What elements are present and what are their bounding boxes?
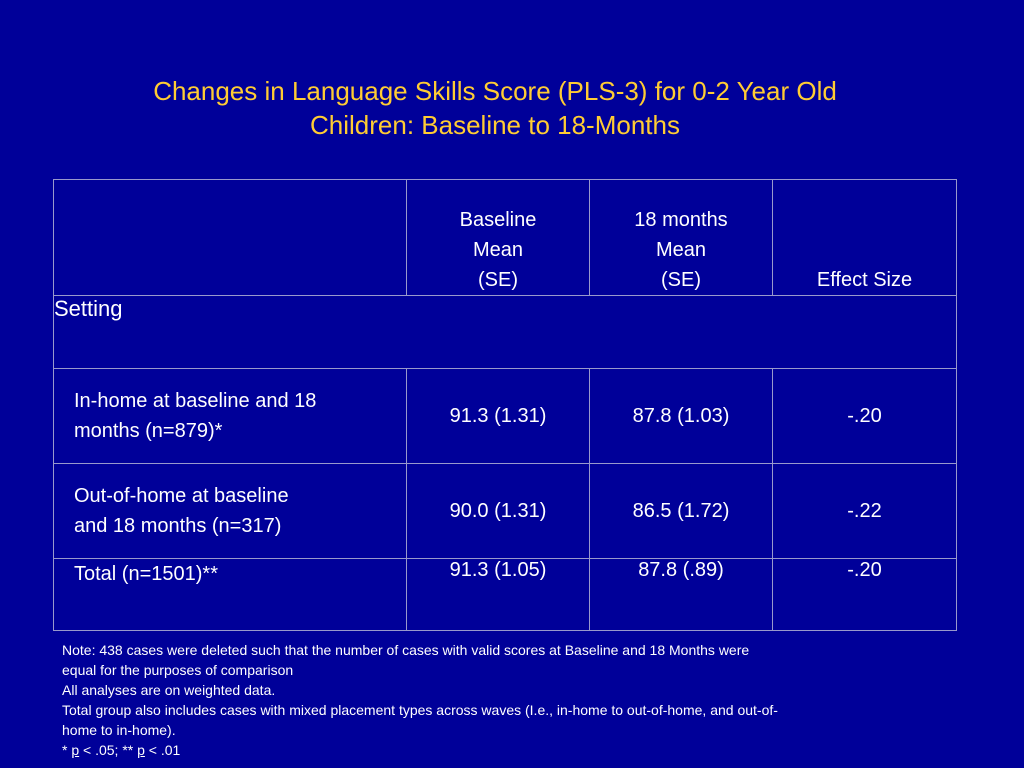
header-effect-size: Effect Size: [772, 179, 957, 296]
cell-effect-size: -.20: [772, 368, 957, 464]
note-line-1: Note: 438 cases were deleted such that t…: [62, 642, 750, 658]
header-effect-size-label: Effect Size: [816, 269, 913, 291]
table-header-row: Baseline Mean (SE) 18 months Mean (SE) E…: [53, 179, 957, 296]
table-row: Total (n=1501)** 91.3 (1.05) 87.8 (.89) …: [53, 558, 957, 631]
note-line-5: home to in-home).: [62, 722, 176, 738]
header-18-months-line-3: (SE): [661, 269, 701, 291]
results-table: Baseline Mean (SE) 18 months Mean (SE) E…: [53, 179, 957, 631]
table-row: In-home at baseline and 18 months (n=879…: [53, 368, 957, 464]
header-baseline-line-3: (SE): [478, 269, 518, 291]
slide-title-line-2: Children: Baseline to 18-Months: [310, 110, 680, 140]
note-line-3: All analyses are on weighted data.: [62, 682, 276, 698]
header-18-months-line-2: Mean: [655, 239, 707, 261]
header-18-months-line-1: 18 months: [634, 209, 728, 231]
cell-18-months: 87.8 (1.03): [589, 368, 773, 464]
row-label-line-1: Out-of-home at baseline: [74, 485, 289, 507]
slide-title: Changes in Language Skills Score (PLS-3)…: [60, 74, 930, 142]
sig-mid: < .05; **: [79, 742, 138, 758]
cell-18-months: 86.5 (1.72): [589, 463, 773, 559]
significance-note: * p < .05; ** p < .01: [62, 740, 952, 760]
header-empty-cell: [53, 179, 407, 296]
row-label-line-1: In-home at baseline and 18: [74, 390, 317, 412]
cell-effect-size: -.20: [772, 558, 957, 631]
table-row: Out-of-home at baseline and 18 months (n…: [53, 463, 957, 559]
header-baseline-line-1: Baseline: [459, 209, 537, 231]
cell-baseline: 90.0 (1.31): [406, 463, 590, 559]
cell-baseline: 91.3 (1.31): [406, 368, 590, 464]
sig-suffix: < .01: [144, 742, 181, 758]
cell-effect-size: -.22: [772, 463, 957, 559]
row-label-line-1: Total (n=1501)**: [74, 563, 218, 585]
footnotes: Note: 438 cases were deleted such that t…: [62, 640, 952, 760]
cell-18-months: 87.8 (.89): [589, 558, 773, 631]
section-label: Setting: [53, 295, 957, 369]
row-label-line-2: months (n=879)*: [74, 420, 223, 442]
sig-p-2: p: [137, 742, 145, 758]
header-baseline-line-2: Mean: [472, 239, 524, 261]
row-label: Out-of-home at baseline and 18 months (n…: [53, 463, 407, 559]
sig-prefix: *: [62, 742, 72, 758]
cell-baseline: 91.3 (1.05): [406, 558, 590, 631]
slide-title-line-1: Changes in Language Skills Score (PLS-3)…: [153, 76, 837, 106]
row-label: In-home at baseline and 18 months (n=879…: [53, 368, 407, 464]
sig-p-1: p: [71, 742, 80, 758]
row-label: Total (n=1501)**: [53, 558, 407, 631]
note-line-2: equal for the purposes of comparison: [62, 662, 294, 678]
row-label-line-2: and 18 months (n=317): [74, 515, 282, 537]
section-row-setting: Setting: [53, 295, 957, 369]
header-18-months: 18 months Mean (SE): [589, 179, 773, 296]
note-line-4: Total group also includes cases with mix…: [62, 702, 778, 718]
header-baseline: Baseline Mean (SE): [406, 179, 590, 296]
